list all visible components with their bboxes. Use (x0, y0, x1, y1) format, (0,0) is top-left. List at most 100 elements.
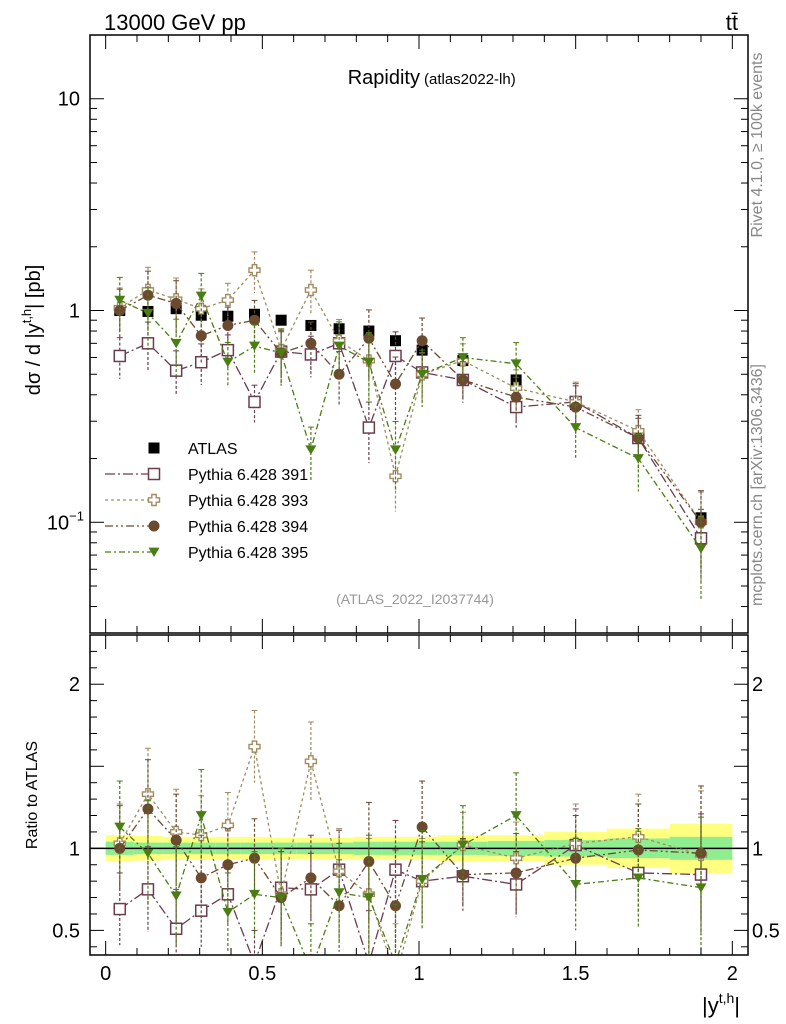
main-y-tick-label: 10 (58, 89, 80, 111)
data-point (416, 369, 428, 380)
data-point (304, 883, 318, 896)
data-point (457, 869, 469, 881)
legend: ATLAS Pythia 6.428 391 Pythia 6.428 393 Pyt… (105, 441, 308, 562)
ratio-plot: 0.5 0.5 1 1 2 2 0 0.5 1 1.5 2 (52, 634, 780, 985)
data-point (632, 454, 644, 464)
data-point (142, 848, 154, 859)
data-point (141, 787, 155, 801)
x-tick-label: 2 (727, 963, 738, 985)
data-point (275, 348, 287, 358)
data-point (304, 283, 318, 297)
data-point (389, 470, 402, 483)
data-point (416, 335, 428, 347)
data-point (221, 819, 235, 832)
legend-label: Pythia 6.428 394 (188, 519, 308, 536)
data-point (113, 902, 127, 916)
x-tick-label: 0.5 (248, 963, 276, 985)
main-y-axis-label-tail: | [pb] (23, 265, 45, 309)
data-point (457, 353, 469, 363)
ratio-y-tick-label-left: 2 (69, 674, 80, 696)
ratio-y-axis-label: Ratio to ATLAS (24, 741, 41, 849)
data-point (333, 888, 345, 898)
legend-label: Pythia 6.428 391 (188, 467, 308, 484)
ratio-y-tick-label-left: 1 (69, 838, 80, 860)
legend-marker (148, 547, 160, 557)
legend-label: Pythia 6.428 395 (188, 545, 308, 562)
data-point (222, 357, 234, 368)
data-point (570, 852, 582, 864)
main-y-axis-label-sup: t,h (19, 309, 34, 323)
data-point (304, 755, 318, 768)
data-point (510, 391, 522, 403)
data-point (305, 337, 317, 349)
series-pythia-6-428-395 (114, 769, 707, 955)
data-point (114, 305, 126, 317)
ratio-y-tick-label-right: 2 (752, 674, 763, 696)
data-point (570, 880, 582, 890)
main-y-axis-label: dσ / d |yt,h| [pb] (19, 265, 45, 396)
data-point (510, 867, 522, 879)
ratio-y-tick-label-right: 0.5 (752, 920, 780, 942)
x-tick-label: 1 (413, 963, 424, 985)
data-point (222, 319, 234, 331)
mcplots-label: mcplots.cern.ch [arXiv:1306.3436] (749, 364, 766, 606)
main-y-tick-label-base: 10 (47, 512, 69, 534)
data-point (305, 445, 317, 455)
data-point (390, 335, 401, 347)
data-point (248, 264, 261, 277)
data-point (390, 445, 401, 455)
data-point (170, 891, 182, 901)
data-point (142, 803, 154, 815)
legend-label: ATLAS (188, 441, 238, 458)
data-point (170, 338, 182, 349)
data-point (305, 319, 317, 331)
plot-title: Rapidity (348, 67, 420, 89)
x-tick-label: 0 (100, 963, 111, 985)
data-point (142, 308, 154, 319)
data-point (170, 297, 182, 309)
data-point (249, 341, 260, 351)
data-point (248, 395, 261, 409)
x-axis-label-main: |y (702, 993, 719, 1018)
main-y-tick-label: 1 (69, 301, 80, 323)
x-tick-label: 1.5 (562, 963, 590, 985)
series-line (119, 746, 702, 955)
rivet-version-label: Rivet 4.1.0, ≥ 100k events (749, 53, 766, 238)
plot-subtitle: (atlas2022-lh) (424, 71, 516, 88)
data-point (141, 883, 155, 896)
main-y-axis-label-main: dσ / d |y (23, 323, 45, 395)
data-point (275, 314, 287, 326)
data-point (195, 811, 207, 821)
data-point (632, 432, 644, 444)
data-point (570, 423, 582, 433)
ratio-y-tick-label-left: 0.5 (52, 920, 80, 942)
x-axis-label-sup: t,h (719, 990, 735, 1006)
data-point (249, 314, 260, 326)
data-point (195, 330, 207, 342)
data-point (248, 740, 261, 753)
data-point (363, 357, 375, 368)
data-point (275, 893, 287, 903)
data-point (221, 293, 235, 307)
data-point (695, 544, 707, 554)
data-point (222, 859, 234, 871)
data-point (333, 341, 345, 351)
collision-label: 13000 GeV pp (104, 10, 246, 35)
data-point (363, 893, 375, 903)
data-point (114, 295, 126, 306)
legend-marker (148, 520, 160, 532)
data-point (195, 291, 207, 302)
legend-marker (147, 493, 161, 507)
data-point (510, 811, 522, 821)
ratio-y-tick-label-right: 1 (752, 838, 763, 860)
legend-label: Pythia 6.428 393 (188, 493, 308, 510)
data-point (390, 378, 401, 390)
x-axis-label: |yt,h| (702, 990, 740, 1018)
data-point (457, 840, 469, 851)
legend-marker (148, 442, 160, 454)
data-point (222, 907, 234, 918)
data-point (362, 421, 376, 434)
data-point (510, 359, 522, 369)
